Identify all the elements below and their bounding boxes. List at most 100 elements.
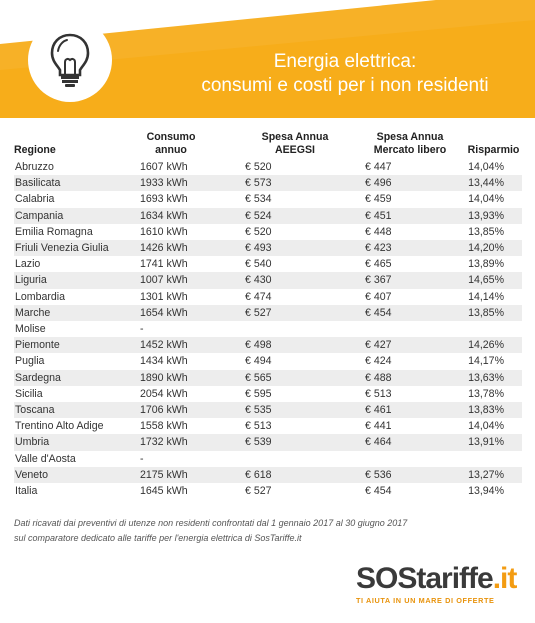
cell-region: Marche [14,304,140,322]
cell-aeegsi: € 540 [235,256,355,273]
title-line-2: consumi e costi per i non residenti [201,75,489,96]
lightbulb-icon-circle [28,18,112,102]
footnote: Dati ricavati dai preventivi di utenze n… [14,516,484,546]
cell-free-market: € 461 [355,402,465,419]
cell-savings: 14,26% [465,337,522,354]
cell-consumption: 1654 kWh [140,304,235,322]
cell-aeegsi: € 535 [235,402,355,419]
table-header-row: Regione Consumo annuo Spesa Annua AEEGSI… [14,128,522,159]
banner-diagonal-decoration [0,0,535,70]
cell-region: Emilia Romagna [14,223,140,241]
cell-consumption: 1301 kWh [140,288,235,305]
cell-free-market: € 513 [355,385,465,403]
cell-region: Trentino Alto Adige [14,418,140,435]
cell-region: Basilicata [14,175,140,192]
cell-savings: 14,04% [465,191,522,208]
cell-consumption: 1434 kWh [140,353,235,370]
table-row: Liguria 1007 kWh € 430 € 367 14,65% [14,272,522,289]
table-row: Campania 1634 kWh € 524 € 451 13,93% [14,207,522,224]
cell-free-market: € 459 [355,191,465,208]
cell-savings: 14,04% [465,418,522,435]
cell-consumption: 1890 kWh [140,369,235,386]
cell-free-market: € 424 [355,353,465,370]
cell-aeegsi [235,321,355,338]
footnote-line-1: Dati ricavati dai preventivi di utenze n… [14,518,408,528]
table-row: Italia 1645 kWh € 527 € 454 13,94% [14,483,522,500]
table-row: Piemonte 1452 kWh € 498 € 427 14,26% [14,337,522,354]
cell-consumption: - [140,450,235,467]
column-header-consumption: Consumo annuo [146,131,196,156]
cell-free-market: € 423 [355,240,465,257]
cell-aeegsi: € 618 [235,466,355,484]
table-row: Marche 1654 kWh € 527 € 454 13,85% [14,304,522,322]
cell-savings: 14,65% [465,272,522,289]
footnote-line-2: sul comparatore dedicato alle tariffe pe… [14,533,302,543]
column-header-aeegsi: Spesa Annua AEEGSI [261,131,329,156]
cell-region: Sardegna [14,369,140,386]
cell-aeegsi: € 520 [235,223,355,241]
cell-aeegsi: € 494 [235,353,355,370]
cell-aeegsi: € 565 [235,369,355,386]
cell-savings: 13,91% [465,434,522,451]
table-row: Veneto 2175 kWh € 618 € 536 13,27% [14,466,522,484]
cell-region: Molise [14,321,140,338]
cell-free-market: € 441 [355,418,465,435]
data-table-container: Regione Consumo annuo Spesa Annua AEEGSI… [14,128,522,500]
cell-region: Puglia [14,353,140,370]
cell-savings: 14,14% [465,288,522,305]
cell-aeegsi: € 474 [235,288,355,305]
cell-aeegsi [235,450,355,467]
cell-consumption: 1645 kWh [140,483,235,500]
cell-savings: 13,44% [465,175,522,192]
cell-region: Friuli Venezia Giulia [14,240,140,257]
table-row: Basilicata 1933 kWh € 573 € 496 13,44% [14,175,522,192]
table-row: Puglia 1434 kWh € 494 € 424 14,17% [14,353,522,370]
table-row: Valle d'Aosta - [14,450,522,467]
table-row: Sardegna 1890 kWh € 565 € 488 13,63% [14,369,522,386]
cell-savings: 13,85% [465,223,522,241]
cell-free-market: € 407 [355,288,465,305]
cell-savings: 13,93% [465,207,522,224]
cell-consumption: 2175 kWh [140,466,235,484]
table-row: Lazio 1741 kWh € 540 € 465 13,89% [14,256,522,273]
consumption-table: Regione Consumo annuo Spesa Annua AEEGSI… [14,128,522,500]
cell-aeegsi: € 573 [235,175,355,192]
table-row: Toscana 1706 kWh € 535 € 461 13,83% [14,402,522,419]
cell-free-market: € 465 [355,256,465,273]
cell-aeegsi: € 534 [235,191,355,208]
cell-consumption: 1693 kWh [140,191,235,208]
cell-savings: 14,17% [465,353,522,370]
cell-consumption: 1007 kWh [140,272,235,289]
cell-free-market: € 464 [355,434,465,451]
table-row: Abruzzo 1607 kWh € 520 € 447 14,04% [14,159,522,176]
cell-savings: 13,89% [465,256,522,273]
cell-free-market: € 448 [355,223,465,241]
cell-region: Abruzzo [14,159,140,176]
cell-savings: 13,85% [465,304,522,322]
column-header-savings: Risparmio [467,144,520,156]
cell-free-market: € 488 [355,369,465,386]
table-row: Friuli Venezia Giulia 1426 kWh € 493 € 423 1… [14,240,522,257]
cell-savings [465,450,522,467]
cell-region: Toscana [14,402,140,419]
logo-tagline: TI AIUTA IN UN MARE DI OFFERTE [356,596,495,605]
cell-consumption: 1732 kWh [140,434,235,451]
cell-aeegsi: € 527 [235,304,355,322]
page-title: Energia elettrica: consumi e costi per i… [150,50,535,98]
cell-savings [465,321,522,338]
cell-free-market: € 454 [355,304,465,322]
cell-free-market: € 451 [355,207,465,224]
cell-free-market: € 367 [355,272,465,289]
cell-region: Umbria [14,434,140,451]
cell-region: Piemonte [14,337,140,354]
logo-wordmark: SOStariffe.it [356,563,526,595]
cell-aeegsi: € 498 [235,337,355,354]
cell-consumption: 1933 kWh [140,175,235,192]
cell-consumption: 2054 kWh [140,385,235,403]
cell-region: Lombardia [14,288,140,305]
sostariffe-logo: SOStariffe.it TI AIUTA IN UN MARE DI OFF… [356,563,526,613]
cell-savings: 14,20% [465,240,522,257]
cell-aeegsi: € 513 [235,418,355,435]
table-row: Sicilia 2054 kWh € 595 € 513 13,78% [14,385,522,403]
cell-region: Veneto [14,466,140,484]
